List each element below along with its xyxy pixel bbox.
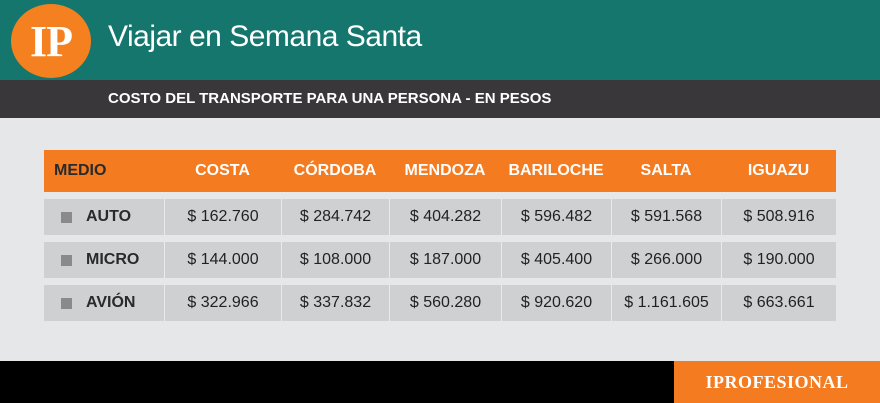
- column-header-iguazu: IGUAZU: [747, 162, 810, 179]
- row-label: AUTO: [44, 208, 164, 226]
- table-cell: $ 920.620: [501, 285, 611, 321]
- table-cell: $ 596.482: [501, 199, 611, 235]
- ip-logo: IP: [11, 4, 91, 78]
- table-cell: $ 322.966: [164, 285, 281, 321]
- table-cell: $ 1.161.605: [611, 285, 721, 321]
- table-cell: $ 284.742: [281, 199, 389, 235]
- row-label-text: MICRO: [86, 251, 140, 268]
- table-row-auto: AUTO $ 162.760 $ 284.742 $ 404.282 $ 596…: [44, 199, 836, 235]
- table-cell: $ 266.000: [611, 242, 721, 278]
- table-cell: $ 190.000: [721, 242, 836, 278]
- brand-logo: IPROFESIONAL: [674, 361, 880, 403]
- page-title: Viajar en Semana Santa: [108, 20, 422, 53]
- bullet-icon: [61, 297, 72, 309]
- subtitle-bar: COSTO DEL TRANSPORTE PARA UNA PERSONA - …: [0, 80, 880, 118]
- column-header-medio: MEDIO: [54, 162, 107, 179]
- footer-bar: IPROFESIONAL: [0, 361, 880, 403]
- table-cell: $ 560.280: [389, 285, 501, 321]
- table-cell: $ 337.832: [281, 285, 389, 321]
- header-bar: IP Viajar en Semana Santa: [0, 0, 880, 80]
- table-cell: $ 187.000: [389, 242, 501, 278]
- table-cell: $ 108.000: [281, 242, 389, 278]
- table-cell: $ 404.282: [389, 199, 501, 235]
- row-label-text: AUTO: [86, 208, 132, 225]
- table-header: MEDIO COSTA CÓRDOBA MENDOZA BARILOCHE SA…: [44, 150, 836, 192]
- row-label-text: AVIÓN: [86, 294, 136, 311]
- table-cell: $ 663.661: [721, 285, 836, 321]
- table-cell: $ 591.568: [611, 199, 721, 235]
- column-header-costa: COSTA: [195, 162, 250, 179]
- bullet-icon: [61, 211, 72, 223]
- row-label: AVIÓN: [44, 294, 164, 312]
- column-header-cordoba: CÓRDOBA: [293, 162, 377, 179]
- page-subtitle: COSTO DEL TRANSPORTE PARA UNA PERSONA - …: [108, 90, 552, 107]
- table-cell: $ 162.760: [164, 199, 281, 235]
- column-header-bariloche: BARILOCHE: [508, 162, 604, 179]
- table-cell: $ 405.400: [501, 242, 611, 278]
- table-cell: $ 144.000: [164, 242, 281, 278]
- row-label: MICRO: [44, 251, 164, 269]
- bullet-icon: [61, 254, 72, 266]
- table-row-avion: AVIÓN $ 322.966 $ 337.832 $ 560.280 $ 92…: [44, 285, 836, 321]
- transport-cost-table: MEDIO COSTA CÓRDOBA MENDOZA BARILOCHE SA…: [44, 150, 836, 321]
- table-row-micro: MICRO $ 144.000 $ 108.000 $ 187.000 $ 40…: [44, 242, 836, 278]
- column-header-salta: SALTA: [640, 162, 692, 179]
- column-header-mendoza: MENDOZA: [404, 162, 486, 179]
- table-cell: $ 508.916: [721, 199, 836, 235]
